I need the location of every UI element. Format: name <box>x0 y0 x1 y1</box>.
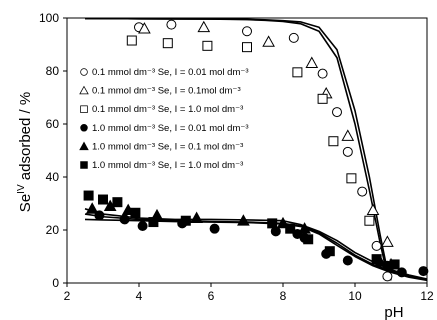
plot-frame <box>66 17 428 284</box>
data-point-s5 <box>237 214 250 226</box>
data-point-s6 <box>180 215 191 226</box>
data-point-s6 <box>98 194 108 205</box>
data-point-s1 <box>371 240 382 251</box>
data-point-s6 <box>267 218 278 229</box>
data-point-s3 <box>202 40 213 51</box>
legend-marker <box>80 68 88 76</box>
legend-marker <box>80 105 88 113</box>
data-point-s2 <box>138 22 151 34</box>
data-point-s3 <box>346 173 357 184</box>
data-point-s3 <box>292 67 303 78</box>
x-tick-label: 8 <box>280 289 287 303</box>
data-point-s6 <box>303 234 314 245</box>
data-point-s1 <box>382 271 393 282</box>
data-point-s6 <box>324 246 335 257</box>
data-point-s4 <box>137 221 148 232</box>
data-point-s1 <box>288 32 299 43</box>
data-point-s2 <box>366 203 380 216</box>
x-tick-label: 10 <box>348 289 362 303</box>
data-point-s4 <box>418 266 429 277</box>
x-tick-label: 2 <box>64 289 71 303</box>
data-point-s1 <box>357 186 368 197</box>
legend-label: 0.1 mmol dm⁻³ Se, I = 0.1mol dm⁻³ <box>92 86 241 97</box>
x-tick-label: 4 <box>136 289 143 303</box>
data-point-s3 <box>317 93 328 104</box>
data-point-s5 <box>298 222 311 234</box>
data-point-s3 <box>242 42 252 53</box>
x-tick-label: 6 <box>208 289 215 303</box>
legend-marker <box>80 161 88 169</box>
data-point-s6 <box>130 207 141 218</box>
legend-label: 1.0 mmol dm⁻³ Se, I = 0.1 mol dm⁻³ <box>92 141 243 152</box>
data-point-s1 <box>342 146 353 157</box>
data-point-s4 <box>209 223 220 234</box>
x-axis-title: pH <box>384 304 403 320</box>
data-point-s2 <box>381 235 394 247</box>
legend-marker <box>80 124 88 132</box>
data-point-s6 <box>112 197 123 208</box>
data-point-s2 <box>197 20 211 33</box>
data-point-s6 <box>83 190 94 201</box>
data-point-s6 <box>148 217 159 228</box>
legend-marker <box>79 85 89 95</box>
data-point-s2 <box>305 56 319 68</box>
y-axis-title: SeIV adsorbed / % <box>16 92 34 212</box>
data-point-s4 <box>396 267 407 278</box>
data-point-s5 <box>190 211 203 223</box>
y-tick-label: 20 <box>46 223 60 237</box>
data-point-s6 <box>285 223 296 234</box>
data-point-s5 <box>85 202 99 214</box>
data-point-s1 <box>242 26 252 37</box>
data-point-s3 <box>328 136 339 147</box>
y-tick-label: 100 <box>39 11 59 25</box>
fit-curve-2 <box>84 17 392 281</box>
y-axis-title-suffix: adsorbed / % <box>17 92 34 185</box>
y-axis-title-superscript: IV <box>16 184 27 194</box>
legend-marker <box>79 141 89 151</box>
y-axis-title-prefix: Se <box>17 194 34 212</box>
legend-label: 0.1 mmol dm⁻³ Se, I = 1.0 mol dm⁻³ <box>92 104 243 115</box>
data-point-s2 <box>341 129 355 141</box>
y-tick-label: 60 <box>46 117 60 131</box>
legend-label: 0.1 mmol dm⁻³ Se, I = 0.01 mol dm⁻³ <box>92 67 249 78</box>
data-point-s3 <box>126 35 137 46</box>
data-point-s6 <box>389 259 400 270</box>
y-tick-label: 0 <box>52 276 59 290</box>
data-point-s3 <box>364 215 375 226</box>
data-point-s4 <box>119 214 130 225</box>
data-point-s1 <box>166 19 177 30</box>
legend-label: 1.0 mmol dm⁻³ Se, I = 0.01 mol dm⁻³ <box>92 123 249 134</box>
data-point-s3 <box>162 38 173 49</box>
y-tick-label: 80 <box>46 64 60 78</box>
plot-area: 2 4 6 8 10 12 0 20 40 60 80 100 0.1 mmol dm⁻³ Se, I … <box>39 11 434 303</box>
legend-label: 1.0 mmol dm⁻³ Se, I = 1.0 mol dm⁻³ <box>92 160 243 171</box>
x-tick-label: 12 <box>420 289 434 303</box>
data-point-s1 <box>332 107 342 118</box>
data-point-s6 <box>371 254 382 265</box>
data-point-s4 <box>342 255 353 266</box>
y-tick-label: 40 <box>46 170 60 184</box>
data-point-s1 <box>317 68 328 79</box>
data-point-s2 <box>262 35 275 47</box>
